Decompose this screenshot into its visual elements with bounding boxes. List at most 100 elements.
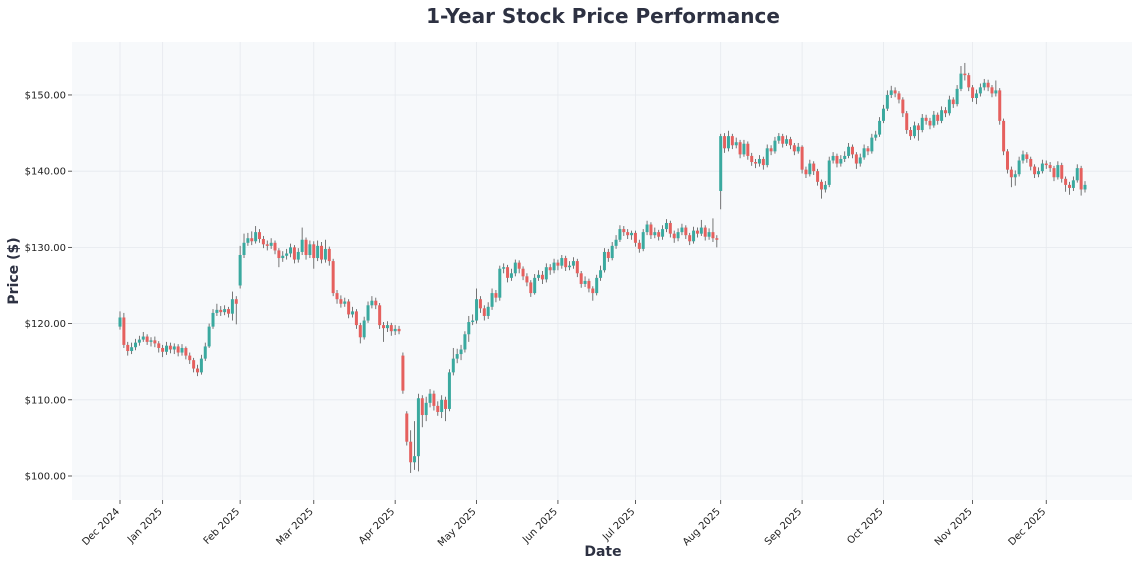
x-tick-label: Jan 2025 <box>125 506 165 546</box>
candle <box>416 393 420 472</box>
candle <box>320 242 324 264</box>
candle <box>176 344 180 357</box>
candle-body-down <box>769 148 773 152</box>
candle-body-up <box>777 136 781 141</box>
candle-body-down <box>1048 165 1052 169</box>
candle <box>804 166 808 179</box>
candle <box>1005 149 1009 174</box>
candle-body-up <box>974 93 978 99</box>
candle <box>881 104 885 124</box>
candle-body-down <box>998 90 1002 121</box>
candle <box>695 227 699 238</box>
candle-body-down <box>1025 154 1029 159</box>
candle-body-up <box>765 148 769 166</box>
candle <box>312 241 316 269</box>
candle-body-down <box>754 162 758 164</box>
candle <box>475 288 479 324</box>
candle-body-down <box>265 244 269 246</box>
candle <box>928 117 932 130</box>
candle <box>459 344 463 361</box>
candle-body-up <box>285 253 289 256</box>
candle <box>568 261 572 271</box>
candle <box>1033 164 1037 179</box>
candle-body-down <box>1067 184 1071 188</box>
candle <box>289 243 293 258</box>
candle-body-down <box>893 90 897 94</box>
candle-body-up <box>498 268 502 298</box>
candle <box>316 240 320 262</box>
candle <box>533 274 537 295</box>
candle-body-down <box>339 299 343 304</box>
candle-body-up <box>664 222 668 230</box>
candle-body-down <box>261 238 265 245</box>
candle <box>1017 156 1021 177</box>
candle-body-up <box>467 322 471 335</box>
candle-body-up <box>223 309 227 313</box>
candle-body-up <box>300 239 304 252</box>
candle <box>998 88 1002 125</box>
candle-body-down <box>1079 168 1083 190</box>
candle-body-up <box>940 110 944 121</box>
y-tick-label: $150.00 <box>25 90 66 101</box>
candle <box>664 219 668 233</box>
candle <box>509 268 513 281</box>
candle-body-up <box>680 227 684 233</box>
candle-body-down <box>866 148 870 152</box>
candle <box>227 306 231 318</box>
candle <box>184 346 188 360</box>
candle-body-down <box>715 238 719 240</box>
x-tick-label: Nov 2025 <box>933 506 975 548</box>
candle-body-down <box>800 146 804 170</box>
candle <box>269 238 273 249</box>
candle <box>909 126 913 140</box>
candle <box>971 85 975 102</box>
x-axis-label: Date <box>584 544 621 560</box>
candle <box>165 341 169 355</box>
candle <box>141 331 145 342</box>
candle <box>494 290 498 303</box>
candle-body-down <box>196 368 200 373</box>
candle-body-down <box>517 262 521 269</box>
candle <box>1036 167 1040 178</box>
candle-body-up <box>707 232 711 237</box>
candle-body-down <box>804 169 808 175</box>
gridlines <box>72 42 1132 500</box>
candle <box>238 245 242 289</box>
candle-body-up <box>568 265 572 268</box>
candle-body-down <box>320 245 324 260</box>
chart-title: 1-Year Stock Price Performance <box>426 4 780 28</box>
candle-body-up <box>289 247 293 254</box>
candle <box>215 303 219 316</box>
candle-body-up <box>827 160 831 185</box>
candle-body-up <box>428 393 432 403</box>
candle-body-down <box>227 309 231 314</box>
x-tick-label: Sep 2025 <box>763 506 804 547</box>
candle <box>389 322 393 336</box>
candle <box>548 264 552 275</box>
y-tick-label: $130.00 <box>25 243 66 254</box>
candle <box>812 161 816 175</box>
candle-body-down <box>1029 158 1033 167</box>
candle <box>630 230 634 240</box>
candle <box>1083 181 1087 193</box>
candle-body-up <box>149 340 153 342</box>
candle <box>478 296 482 313</box>
candle-body-up <box>509 273 513 278</box>
candle <box>792 142 796 156</box>
candle-body-up <box>692 230 696 242</box>
candle-body-down <box>1052 168 1056 178</box>
candle <box>788 136 792 150</box>
candle <box>327 246 331 266</box>
candle-body-down <box>622 229 626 233</box>
candle <box>885 90 889 111</box>
candle <box>498 265 502 301</box>
candle <box>385 321 389 332</box>
candle <box>451 347 455 376</box>
candle <box>990 85 994 98</box>
candle <box>711 218 715 243</box>
candle <box>912 121 916 139</box>
candle-body-up <box>172 346 176 350</box>
candle-body-up <box>831 155 835 161</box>
candle-body-down <box>626 232 630 236</box>
candle <box>967 72 971 92</box>
